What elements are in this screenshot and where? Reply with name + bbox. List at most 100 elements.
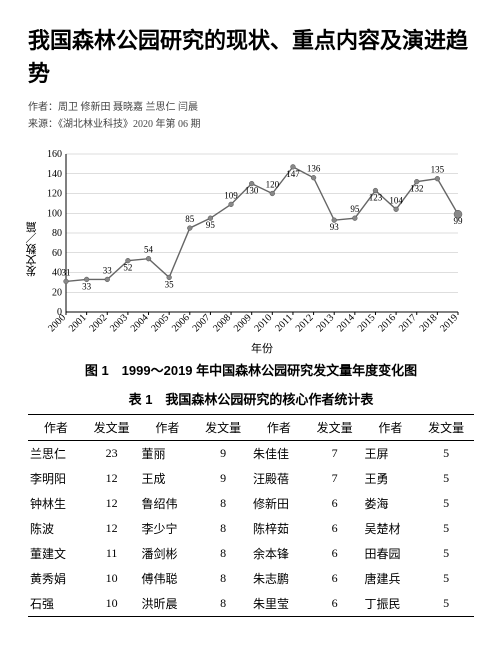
- col-header-count: 发文量: [195, 415, 251, 441]
- svg-text:95: 95: [350, 204, 360, 214]
- svg-text:54: 54: [144, 245, 154, 255]
- svg-text:2004: 2004: [129, 312, 151, 334]
- svg-text:140: 140: [47, 169, 62, 180]
- col-header-count: 发文量: [307, 415, 363, 441]
- author-name: 傅伟聪: [140, 566, 196, 591]
- svg-text:2002: 2002: [87, 312, 109, 334]
- author-name: 兰思仁: [28, 441, 84, 467]
- svg-text:104: 104: [389, 195, 403, 205]
- col-header-author: 作者: [140, 415, 196, 441]
- author-count: 6: [307, 516, 363, 541]
- author-count: 7: [307, 441, 363, 467]
- author-name: 董建文: [28, 541, 84, 566]
- author-line: 作者：周卫 修新田 聂晓嘉 兰思仁 闫晨: [28, 98, 474, 113]
- author-name: 汪殿蓓: [251, 466, 307, 491]
- author-count: 6: [307, 566, 363, 591]
- chart-container: 发文数／篇 0204060801001201401602000200120022…: [28, 144, 474, 354]
- svg-text:20: 20: [52, 287, 62, 298]
- svg-text:2016: 2016: [376, 312, 398, 334]
- svg-text:40: 40: [52, 268, 62, 279]
- author-count: 10: [84, 566, 140, 591]
- author-name: 朱里莹: [251, 591, 307, 617]
- author-count: 8: [195, 541, 251, 566]
- author-count: 5: [418, 491, 474, 516]
- svg-text:135: 135: [431, 165, 445, 175]
- svg-text:2014: 2014: [335, 312, 357, 334]
- svg-text:2006: 2006: [170, 312, 192, 334]
- figure-caption: 图 1 1999～2019 年中国森林公园研究发文量年度变化图: [28, 360, 474, 379]
- svg-text:2007: 2007: [191, 312, 213, 334]
- svg-text:2001: 2001: [67, 312, 89, 334]
- author-name: 丁振民: [363, 591, 419, 617]
- svg-text:100: 100: [47, 208, 62, 219]
- col-header-author: 作者: [28, 415, 84, 441]
- author-count: 11: [84, 541, 140, 566]
- source-line: 来源：《湖北林业科技》2020 年第 06 期: [28, 115, 474, 130]
- author-count: 23: [84, 441, 140, 467]
- svg-text:130: 130: [245, 186, 259, 196]
- svg-text:2010: 2010: [253, 312, 275, 334]
- author-count: 5: [418, 566, 474, 591]
- svg-text:2015: 2015: [356, 312, 378, 334]
- author-name: 陈梓茹: [251, 516, 307, 541]
- author-count: 6: [307, 591, 363, 617]
- svg-text:年份: 年份: [251, 341, 273, 354]
- author-count: 7: [307, 466, 363, 491]
- author-name: 李明阳: [28, 466, 84, 491]
- author-name: 董丽: [140, 441, 196, 467]
- svg-text:123: 123: [369, 193, 383, 203]
- table-caption: 表 1 我国森林公园研究的核心作者统计表: [28, 389, 474, 408]
- svg-text:99: 99: [454, 216, 464, 226]
- svg-text:80: 80: [52, 228, 62, 239]
- col-header-author: 作者: [363, 415, 419, 441]
- svg-text:160: 160: [47, 149, 62, 160]
- svg-text:2005: 2005: [149, 312, 171, 334]
- author-name: 潘剑彬: [140, 541, 196, 566]
- svg-text:85: 85: [185, 214, 195, 224]
- author-count: 5: [418, 466, 474, 491]
- col-header-author: 作者: [251, 415, 307, 441]
- author-name: 王成: [140, 466, 196, 491]
- author-table: 作者发文量作者发文量作者发文量作者发文量兰思仁23董丽9朱佳佳7王屏5李明阳12…: [28, 414, 474, 617]
- svg-text:93: 93: [330, 222, 340, 232]
- author-count: 8: [195, 491, 251, 516]
- svg-text:31: 31: [62, 267, 71, 277]
- author-name: 陈波: [28, 516, 84, 541]
- svg-text:2018: 2018: [418, 312, 440, 334]
- author-name: 黄秀娟: [28, 566, 84, 591]
- author-count: 9: [195, 466, 251, 491]
- author-count: 12: [84, 516, 140, 541]
- svg-text:2017: 2017: [397, 312, 419, 334]
- author-count: 5: [418, 441, 474, 467]
- author-name: 修新田: [251, 491, 307, 516]
- author-count: 10: [84, 591, 140, 617]
- svg-text:2011: 2011: [273, 312, 295, 334]
- svg-text:52: 52: [123, 263, 132, 273]
- svg-text:2012: 2012: [294, 312, 316, 334]
- author-name: 田春园: [363, 541, 419, 566]
- author-name: 朱志鹏: [251, 566, 307, 591]
- col-header-count: 发文量: [84, 415, 140, 441]
- svg-text:2000: 2000: [46, 312, 68, 334]
- author-count: 8: [195, 516, 251, 541]
- author-count: 5: [418, 541, 474, 566]
- page-title: 我国森林公园研究的现状、重点内容及演进趋势: [28, 24, 474, 90]
- author-count: 5: [418, 516, 474, 541]
- svg-text:2008: 2008: [211, 312, 233, 334]
- svg-text:2003: 2003: [108, 312, 130, 334]
- author-name: 李少宁: [140, 516, 196, 541]
- svg-text:2019: 2019: [438, 312, 460, 334]
- svg-text:33: 33: [82, 281, 92, 291]
- author-count: 6: [307, 541, 363, 566]
- svg-text:136: 136: [307, 164, 321, 174]
- svg-text:35: 35: [165, 279, 175, 289]
- svg-text:109: 109: [224, 190, 238, 200]
- author-count: 6: [307, 491, 363, 516]
- author-name: 鲁绍伟: [140, 491, 196, 516]
- author-name: 余本锋: [251, 541, 307, 566]
- author-count: 12: [84, 491, 140, 516]
- author-name: 王勇: [363, 466, 419, 491]
- author-name: 娄海: [363, 491, 419, 516]
- author-name: 吴楚材: [363, 516, 419, 541]
- chart-y-label: 发文数／篇: [24, 222, 40, 277]
